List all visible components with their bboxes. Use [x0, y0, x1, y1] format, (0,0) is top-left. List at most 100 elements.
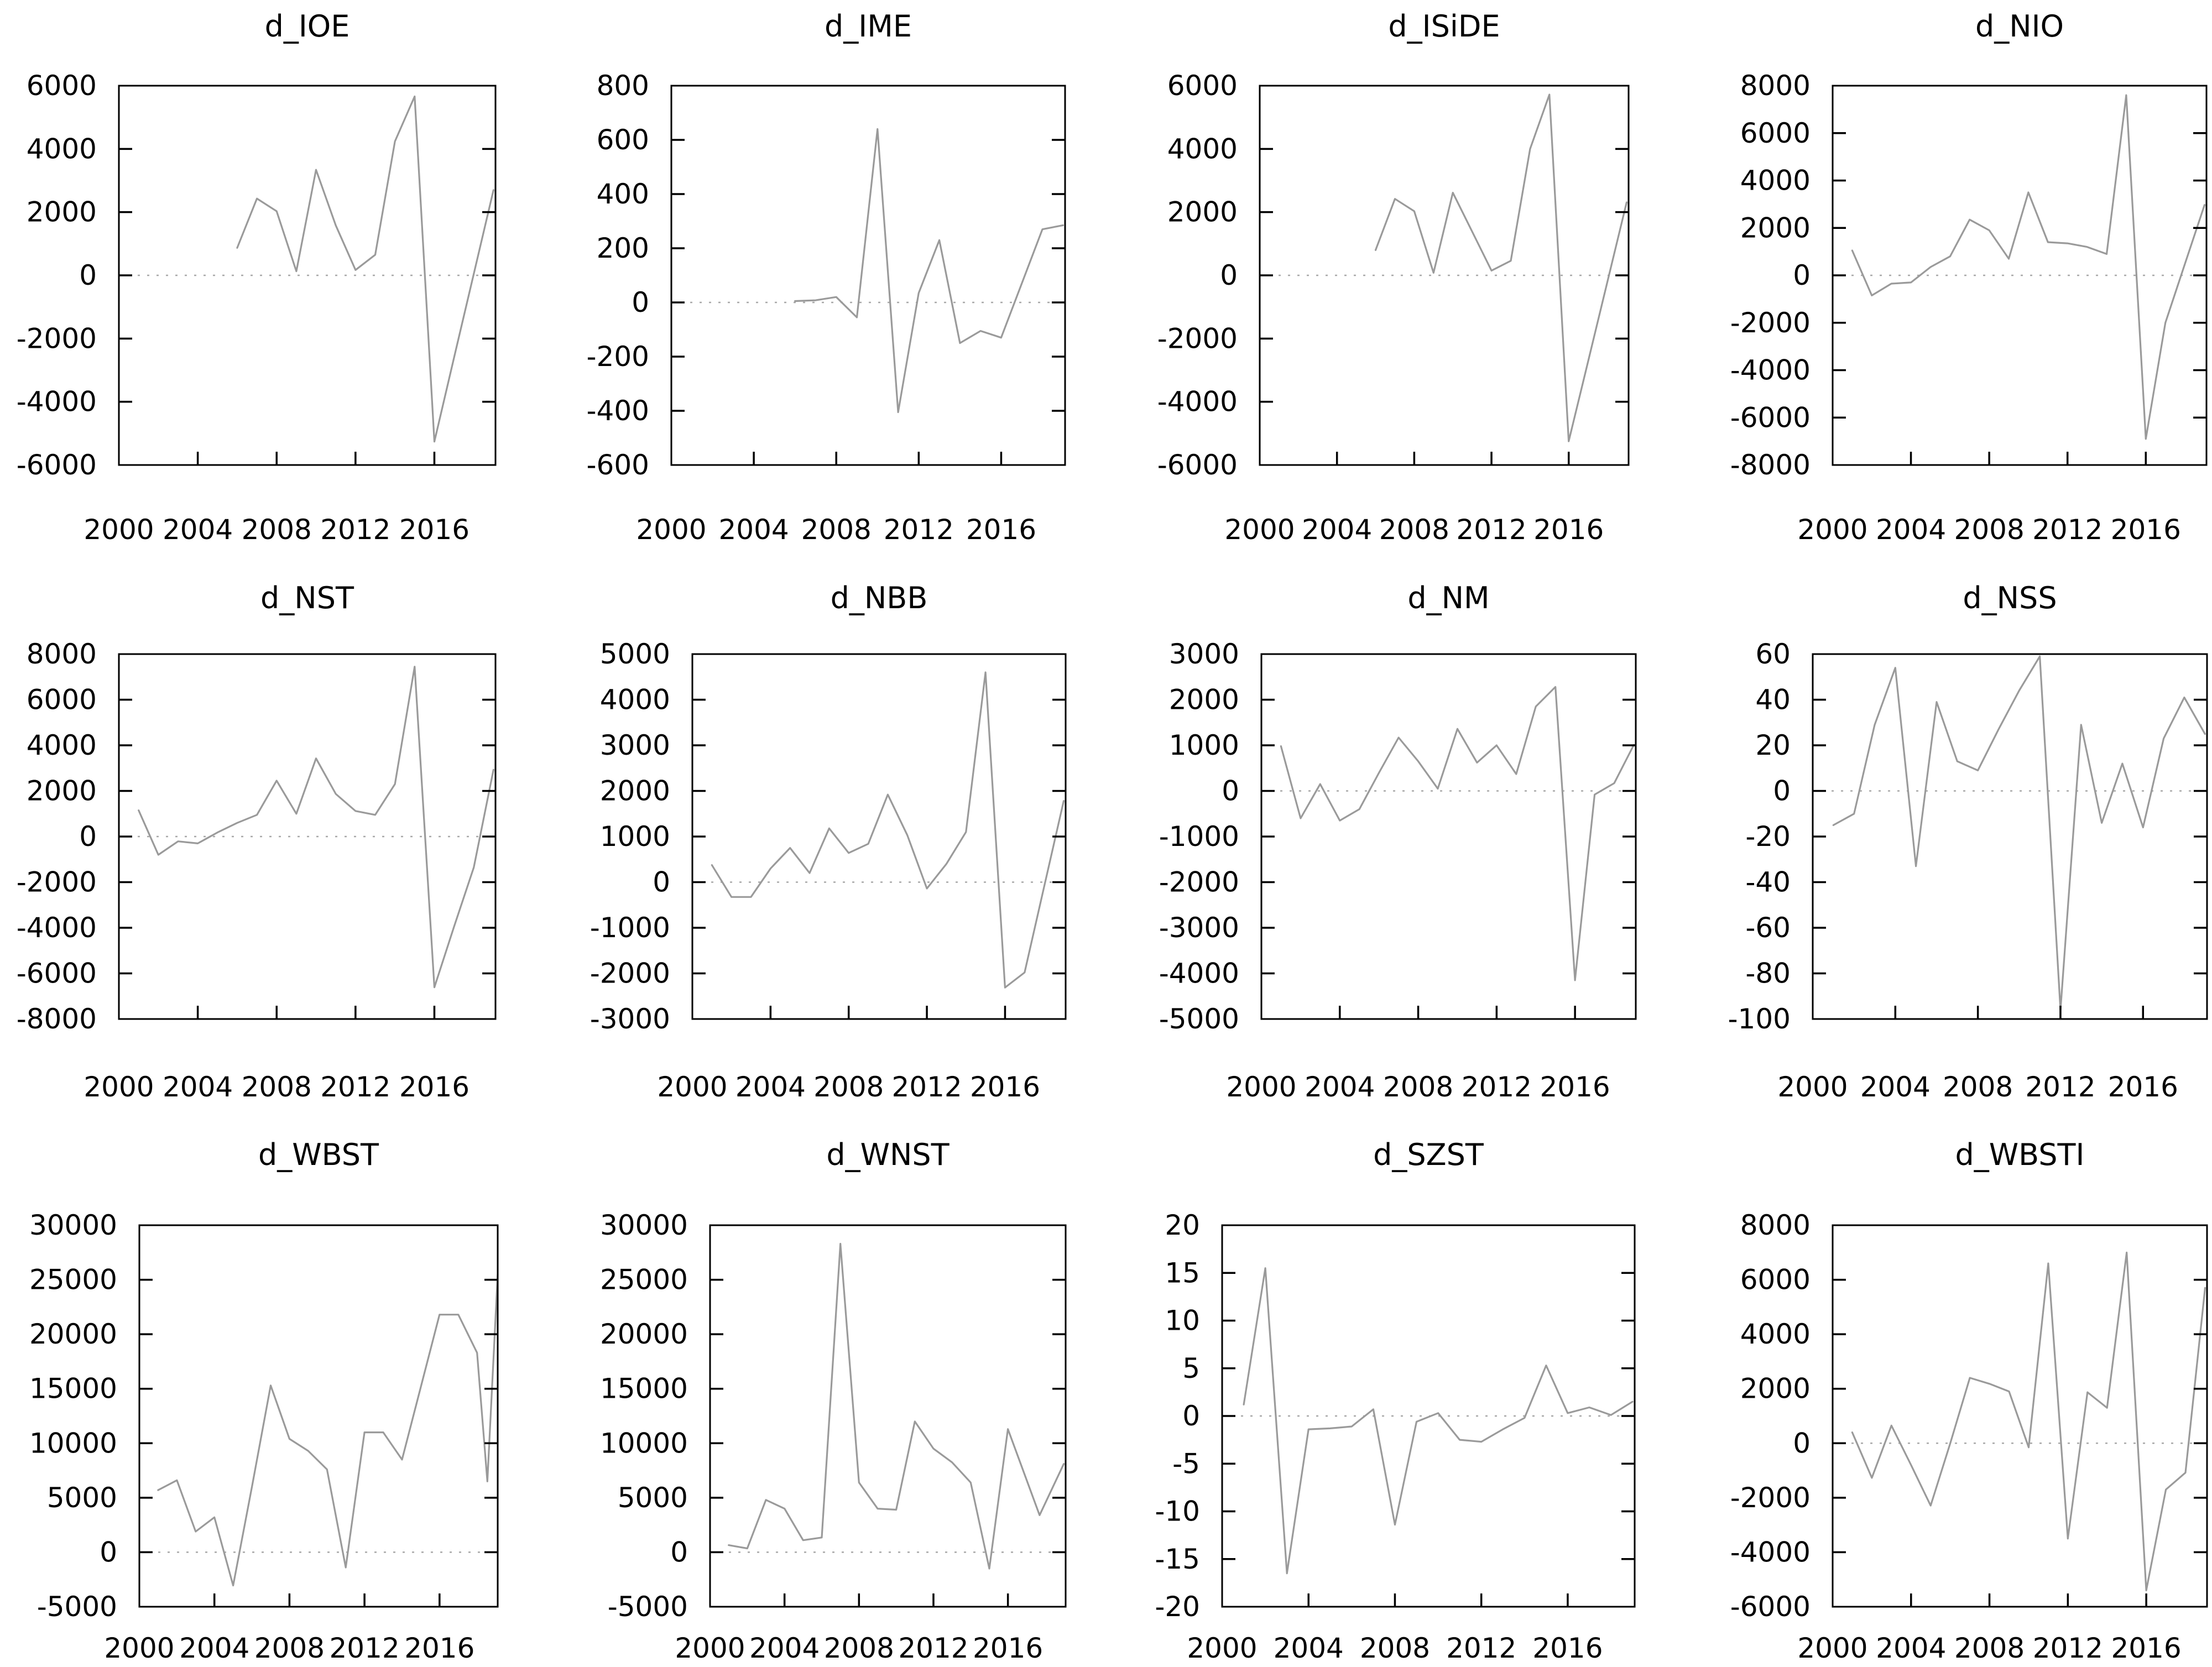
x-tick-label: 2004 [1860, 1071, 1931, 1103]
x-tick-label: 2016 [1533, 514, 1604, 546]
y-tick-label: 2000 [1167, 196, 1238, 228]
x-tick-label: 2004 [718, 514, 789, 546]
x-tick-label: 2000 [675, 1632, 745, 1664]
x-tick-label: 2008 [242, 1071, 312, 1103]
x-tick-label: 2004 [1876, 514, 1946, 546]
y-tick-label: -6000 [1730, 401, 1811, 433]
x-tick-label: 2004 [1274, 1632, 1344, 1664]
y-tick-label: 4000 [1740, 1318, 1811, 1350]
y-tick-label: -60 [1745, 912, 1791, 944]
y-tick-label: 4000 [1167, 133, 1238, 165]
y-tick-label: 6000 [27, 70, 97, 102]
y-tick-label: -100 [1728, 1003, 1791, 1035]
y-tick-label: -600 [587, 449, 649, 481]
chart-title: d_ISiDE [1388, 9, 1500, 44]
x-tick-label: 2000 [1226, 1071, 1296, 1103]
y-tick-label: 40 [1755, 684, 1791, 716]
y-tick-label: 0 [1220, 259, 1238, 291]
x-tick-label: 2012 [891, 1071, 962, 1103]
y-tick-label: 10000 [29, 1427, 117, 1459]
x-tick-label: 2012 [884, 514, 954, 546]
x-tick-label: 2004 [749, 1632, 820, 1664]
x-tick-label: 2012 [2032, 514, 2103, 546]
y-tick-label: 25000 [600, 1264, 688, 1296]
y-tick-label: -2000 [17, 866, 97, 898]
plot-frame [1221, 1224, 1636, 1608]
chart-d_NIO: -8000 -6000 -4000 -2000 0 2000 4000 6000 8000 200… [1730, 9, 2208, 546]
chart-title: d_WNST [826, 1137, 950, 1172]
y-tick-label: -4000 [1159, 958, 1239, 990]
x-tick-label: 2000 [1797, 514, 1867, 546]
x-tick-label: 2008 [1360, 1632, 1430, 1664]
y-tick-label: 0 [79, 821, 97, 853]
x-tick-label: 2016 [1532, 1632, 1603, 1664]
y-tick-label: 10 [1165, 1305, 1200, 1337]
y-tick-label: 5000 [600, 638, 670, 670]
x-tick-label: 2000 [84, 1071, 154, 1103]
chart-title: d_WBST [258, 1137, 379, 1172]
y-tick-label: -6000 [17, 958, 97, 990]
y-tick-label: 8000 [1740, 70, 1811, 102]
x-tick-label: 2016 [966, 514, 1036, 546]
y-tick-label: -3000 [1159, 912, 1239, 944]
x-tick-label: 2008 [242, 514, 312, 546]
y-tick-label: -1000 [1159, 821, 1239, 853]
series-line [1243, 1267, 1634, 1575]
y-tick-label: 60 [1755, 638, 1791, 670]
x-tick-label: 2000 [84, 514, 154, 546]
series-line [1280, 686, 1635, 981]
y-tick-label: 6000 [1740, 117, 1811, 149]
y-tick-label: 3000 [600, 729, 670, 761]
y-tick-label: 2000 [27, 196, 97, 228]
series-line [236, 95, 495, 443]
y-tick-label: -4000 [1730, 1536, 1811, 1568]
y-tick-label: 20 [1755, 729, 1791, 761]
y-tick-label: 20000 [600, 1318, 688, 1350]
x-tick-label: 2016 [399, 514, 469, 546]
y-tick-label: 5000 [618, 1482, 688, 1514]
y-tick-label: -5000 [608, 1591, 688, 1623]
y-tick-label: -1000 [590, 912, 670, 944]
y-tick-label: -6000 [1730, 1591, 1811, 1623]
y-tick-label: 8000 [1740, 1209, 1811, 1241]
chart-d_WBSTI: -6000 -4000 -2000 0 2000 4000 6000 8000 2000 2004… [1730, 1137, 2208, 1664]
y-tick-label: 8000 [27, 638, 97, 670]
y-tick-label: 4000 [27, 729, 97, 761]
y-tick-label: 0 [1773, 775, 1791, 807]
y-tick-label: -2000 [1730, 1482, 1811, 1514]
y-tick-label: -2000 [17, 322, 97, 354]
x-tick-label: 2004 [163, 1071, 233, 1103]
y-tick-label: 5 [1182, 1352, 1200, 1384]
y-tick-label: 6000 [27, 684, 97, 716]
y-tick-label: 10000 [600, 1427, 688, 1459]
y-tick-label: -5000 [37, 1591, 117, 1623]
series-line [1851, 94, 2206, 440]
y-tick-label: 600 [597, 124, 649, 156]
y-tick-label: -5000 [1159, 1003, 1239, 1035]
y-tick-label: 0 [670, 1536, 688, 1568]
chart-d_NST: -8000 -6000 -4000 -2000 0 2000 4000 6000 8000 200… [17, 581, 497, 1103]
series-line [157, 1273, 499, 1587]
y-tick-label: -20 [1155, 1591, 1200, 1623]
y-tick-label: 2000 [1740, 212, 1811, 244]
x-tick-label: 2012 [898, 1632, 968, 1664]
x-tick-label: 2000 [104, 1632, 174, 1664]
series-line [1851, 1251, 2206, 1592]
y-tick-label: 30000 [29, 1209, 117, 1241]
x-tick-label: 2008 [1954, 1632, 2025, 1664]
y-tick-label: 4000 [1740, 165, 1811, 197]
y-tick-label: -4000 [17, 912, 97, 944]
y-tick-label: -20 [1745, 821, 1791, 853]
y-tick-label: 400 [597, 178, 649, 210]
y-tick-label: 0 [1793, 259, 1811, 291]
y-tick-label: -6000 [1157, 449, 1238, 481]
y-tick-label: 2000 [600, 775, 670, 807]
series-line [794, 128, 1064, 414]
y-tick-label: -80 [1745, 958, 1791, 990]
x-tick-label: 2008 [1943, 1071, 2013, 1103]
chart-title: d_NST [260, 581, 354, 615]
x-tick-label: 2012 [1462, 1071, 1532, 1103]
y-tick-label: -8000 [1730, 449, 1811, 481]
x-tick-label: 2016 [1540, 1071, 1610, 1103]
